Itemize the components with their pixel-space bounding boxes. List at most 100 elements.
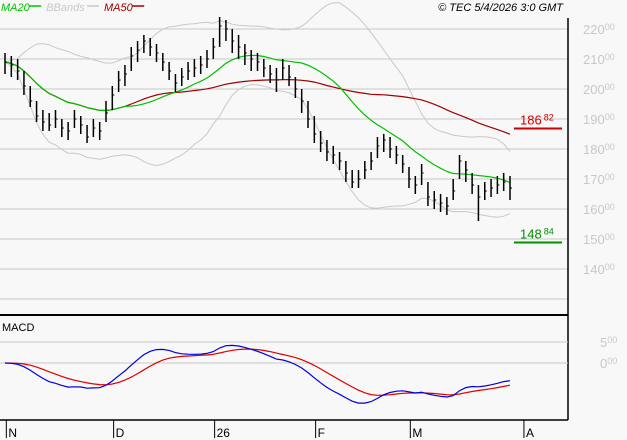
ohlc-bar (433, 191, 437, 209)
y-tick-label: 14000 (583, 262, 615, 277)
ohlc-bar (187, 62, 191, 80)
ohlc-bar (29, 86, 33, 107)
ohlc-bar (250, 50, 254, 71)
ohlc-bar (244, 44, 247, 65)
ohlc-bar (92, 119, 96, 137)
y-tick-label: 19000 (583, 112, 615, 127)
y-tick-decimals: 00 (605, 202, 615, 212)
ohlc-bar (338, 152, 342, 170)
ohlc-bar (364, 161, 367, 179)
ohlc-bar (288, 65, 292, 86)
ohlc-bar (357, 170, 361, 188)
ohlc-bar (332, 146, 336, 164)
ohlc-bar (80, 116, 83, 134)
ohlc-bar (61, 119, 64, 137)
ohlc-bar (23, 71, 26, 95)
ohlc-bar (313, 116, 317, 143)
ohlc-bar (218, 17, 222, 47)
y-tick-label: 22000 (583, 22, 615, 37)
ohlc-bar (48, 113, 52, 131)
legend-label-ma50: MA50 (104, 2, 134, 14)
y-tick-decimals: 00 (605, 142, 615, 152)
y-tick-decimals: 00 (605, 112, 615, 122)
ohlc-bar (130, 47, 134, 71)
ohlc-bar (212, 38, 216, 59)
ohlc-bar (4, 53, 7, 74)
legend-label-bbands: BBands (46, 2, 85, 14)
ohlc-bar (42, 110, 45, 131)
bband-lower (4, 61, 511, 218)
ohlc-bar (326, 140, 329, 161)
level-decimals: 82 (544, 113, 554, 123)
macd-tick-label: 000 (600, 356, 617, 371)
ohlc-bar (199, 56, 203, 74)
ohlc-bar (181, 68, 184, 86)
ohlc-bar (124, 65, 127, 86)
ohlc-bar (471, 173, 475, 194)
ohlc-bar (420, 164, 424, 185)
x-tick-label: D (116, 426, 125, 440)
y-tick-label: 15000 (583, 232, 615, 247)
ohlc-bar (484, 182, 487, 200)
ohlc-bar (168, 62, 172, 80)
price-axis: 22000 21000 20000 19000 18000 17000 16000 15000… (583, 22, 615, 277)
ohlc-bar (401, 155, 405, 173)
x-tick-label: 26 (217, 426, 231, 440)
ohlc-bar (458, 155, 462, 179)
bollinger-bands (4, 2, 511, 218)
level-label: 186 82 (520, 113, 554, 128)
ohlc-bar (376, 137, 380, 158)
x-tick-label: A (526, 426, 534, 440)
y-tick-decimals: 00 (605, 172, 615, 182)
x-tick-label: N (8, 426, 17, 440)
ohlc-bar (193, 59, 197, 77)
ohlc-bar (73, 110, 77, 128)
ohlc-bar (67, 122, 71, 140)
ohlc-bar (35, 101, 39, 122)
y-tick-decimals: 00 (605, 52, 615, 62)
ohlc-bar (111, 86, 115, 110)
ohlc-bar (351, 170, 355, 188)
ohlc-bar (149, 38, 153, 56)
ohlc-bar (10, 56, 14, 77)
ohlc-bar (307, 101, 310, 128)
macd-tick-label: 500 (600, 335, 617, 350)
ohlc-bar (452, 179, 456, 200)
ohlc-bar (389, 137, 393, 158)
ohlc-bar (465, 161, 468, 182)
ohlc-bar (225, 20, 228, 41)
ohlc-bar (370, 152, 374, 170)
ohlc-bar (490, 179, 494, 197)
ohlc-bar (477, 185, 481, 221)
macd-tick-decimals: 00 (607, 356, 617, 366)
ohlc-bar (345, 161, 348, 182)
ohlc-bar (136, 41, 140, 62)
ohlc-bar (282, 59, 285, 80)
legend-label-ma20: MA20 (1, 2, 31, 14)
bband-upper (4, 2, 511, 152)
macd-signal-line (4, 348, 511, 396)
y-tick-decimals: 00 (605, 262, 615, 272)
ohlc-bar (496, 176, 500, 194)
y-tick-decimals: 00 (605, 82, 615, 92)
time-axis: N D 26 F M A (5, 420, 534, 440)
ohlc-bar (395, 146, 399, 164)
ohlc-bar (446, 197, 449, 215)
ohlc-bar (427, 182, 430, 206)
y-tick-decimals: 00 (605, 232, 615, 242)
x-tick-label: M (412, 426, 422, 440)
ohlc-bar (174, 74, 178, 92)
price-grid (0, 28, 568, 300)
ohlc-bar (300, 89, 304, 113)
macd-title: MACD (2, 322, 34, 334)
macd-tick-decimals: 00 (607, 335, 617, 345)
copyright-text: © TEC 5/4/2026 3:0 GMT (438, 2, 564, 14)
x-tick-label: F (318, 426, 325, 440)
ohlc-bar (256, 53, 260, 71)
ohlc-bar (263, 59, 266, 77)
ohlc-bar (86, 125, 90, 143)
ohlc-bar (383, 134, 386, 152)
ohlc-bar (16, 59, 20, 80)
